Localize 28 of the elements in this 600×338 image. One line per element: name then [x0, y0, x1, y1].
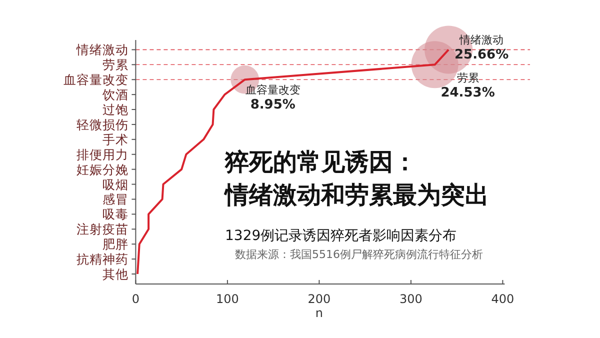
y-tick-label: 妊娠分娩 — [76, 162, 129, 177]
annotation: 血容量改变 8.95% — [245, 84, 300, 113]
y-tick-label: 情绪激动 — [76, 42, 129, 58]
y-tick-label: 劳累 — [102, 57, 129, 72]
text: 1329例记录诱因猝死者影响因素分布 — [225, 228, 457, 244]
y-tick-label: 感冒 — [102, 192, 129, 207]
y-tick-label: 血容量改变 — [64, 72, 129, 88]
y-tick-label: 肥胖 — [102, 236, 129, 252]
y-tick-label: 排便用力 — [76, 146, 129, 162]
y-tick-label: 饮酒 — [102, 87, 129, 102]
x-axis-title: n — [315, 306, 324, 320]
text: 猝死的常见诱因：情绪激动和劳累最为突出 — [223, 148, 489, 209]
annotation: 劳累 24.53% — [440, 72, 495, 101]
x-tick-label: 0 — [132, 292, 140, 306]
x-tick-label: 300 — [399, 292, 422, 306]
y-tick-label: 吸烟 — [102, 176, 129, 192]
y-tick-label: 过饱 — [102, 102, 129, 118]
y-tick-label: 手术 — [102, 132, 129, 147]
x-tick-label: 400 — [491, 292, 514, 306]
y-tick-label: 吸毒 — [102, 206, 129, 222]
annotation: 数据来源：我国5516例尸解猝死病例流行特征分析 — [235, 248, 483, 261]
y-tick-label: 注射疫苗 — [76, 222, 129, 237]
annotation: 情绪激动 25.66% — [454, 34, 509, 63]
x-tick-label: 100 — [216, 292, 239, 306]
y-tick-label: 其他 — [102, 266, 129, 282]
y-tick-label: 抗精神药 — [76, 252, 129, 267]
x-tick-label: 200 — [308, 292, 331, 306]
y-tick-label: 轻微损伤 — [76, 116, 129, 132]
